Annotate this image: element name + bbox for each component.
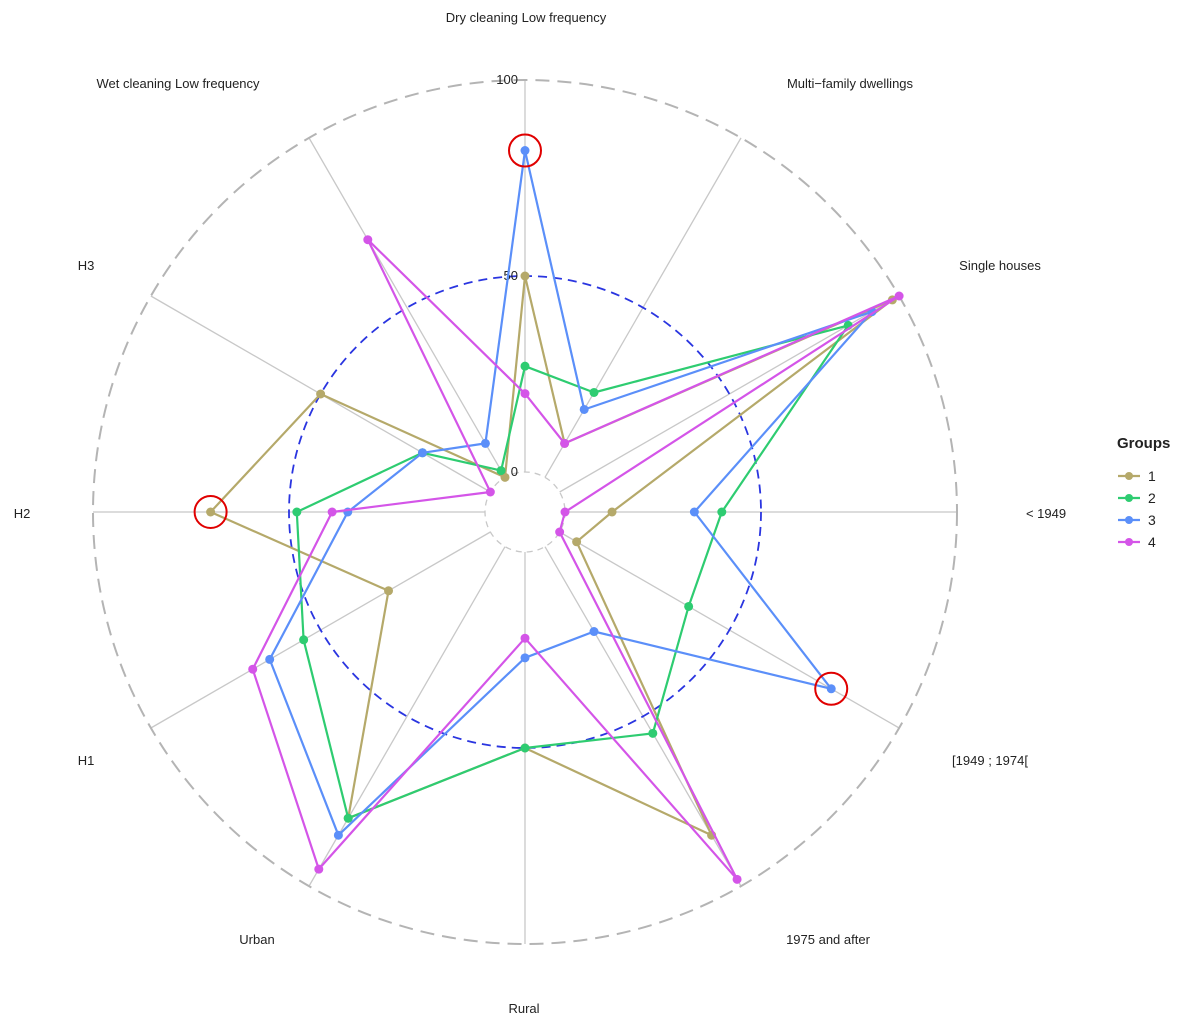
legend-title: Groups [1117,435,1170,452]
tick-label: 100 [496,72,518,87]
spoke-line [308,137,506,478]
data-point-4 [732,874,742,884]
highlight-layer [193,133,849,706]
data-point-4 [560,507,570,517]
legend-swatch-dot [1125,538,1133,546]
data-point-3 [333,830,343,840]
data-point-4 [314,864,324,874]
data-point-3 [520,653,530,663]
axis-label: < 1949 [1026,506,1066,521]
axis-label: H3 [78,258,95,273]
legend-swatch-dot [1125,494,1133,502]
data-point-3 [265,654,275,664]
axis-labels: Dry cleaning Low frequency Multi−family d… [14,10,1066,1016]
data-point-1 [316,389,326,399]
series-line-2 [295,324,850,820]
data-point-4 [363,235,373,245]
tick-label: 0 [511,464,518,479]
data-point-4 [327,507,337,517]
series-layer [206,146,904,884]
axis-label: Single houses [959,258,1041,273]
data-point-4 [894,291,904,301]
axis-label: H2 [14,506,31,521]
data-point-2 [520,743,530,753]
data-point-1 [520,271,530,281]
highlight-circle [193,495,228,529]
data-point-3 [689,507,699,517]
data-point-4 [560,438,570,448]
data-point-3 [826,684,836,694]
series-line-3 [268,149,874,837]
spoke-line [308,546,506,887]
axis-label: Wet cleaning Low frequency [96,76,260,91]
legend-swatch-dot [1125,472,1133,480]
data-point-2 [684,601,694,611]
data-point-4 [520,389,530,399]
legend-label: 1 [1148,468,1156,484]
data-point-1 [607,507,617,517]
data-point-2 [717,507,727,517]
highlight-circle [508,133,542,168]
data-point-4 [520,633,530,643]
legend: Groups 1 2 3 4 [1117,435,1170,550]
data-point-4 [555,527,565,537]
data-point-4 [485,487,495,497]
data-point-2 [589,387,599,397]
axis-label: Rural [508,1001,539,1016]
axis-label: Dry cleaning Low frequency [446,10,607,25]
legend-label: 2 [1148,490,1156,506]
data-point-1 [206,507,216,517]
data-point-2 [292,507,302,517]
data-point-3 [417,448,427,458]
data-point-3 [589,627,599,637]
outer-circle [92,79,958,945]
data-point-1 [572,537,582,547]
data-point-2 [343,813,353,823]
data-point-2 [299,635,309,645]
tick-label: 50 [504,268,518,283]
radial-ticks: 0 50 100 [496,72,518,479]
axis-label: [1949 ; 1974[ [952,753,1028,768]
axis-label: Multi−family dwellings [787,76,914,91]
axis-label: Urban [239,932,274,947]
highlight-circle [814,671,849,706]
legend-label: 4 [1148,534,1156,550]
radar-grid [92,79,958,945]
series-line-1 [209,274,894,837]
data-point-4 [248,664,258,674]
axis-label: H1 [78,753,95,768]
data-point-2 [520,361,530,371]
data-point-3 [579,404,589,414]
legend-label: 3 [1148,512,1156,528]
legend-swatch-dot [1125,516,1133,524]
data-point-1 [384,586,394,596]
axis-label: 1975 and after [786,932,871,947]
data-point-2 [648,728,658,738]
data-point-3 [520,146,530,156]
data-point-3 [480,438,490,448]
data-point-1 [500,472,510,482]
data-point-2 [496,466,506,476]
inner-circle [484,471,566,553]
